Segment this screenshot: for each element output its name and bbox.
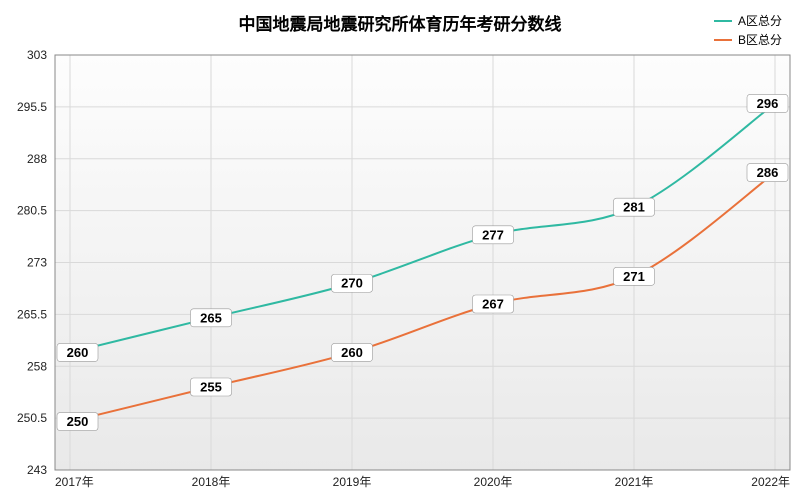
- x-tick-label: 2022年: [751, 475, 790, 489]
- data-label: 265: [200, 310, 222, 325]
- chart-container: 中国地震局地震研究所体育历年考研分数线 A区总分 B区总分 243250.525…: [0, 0, 800, 500]
- y-tick-label: 288: [27, 152, 47, 166]
- data-label: 271: [623, 269, 645, 284]
- data-label: 296: [757, 96, 779, 111]
- y-tick-label: 273: [27, 256, 47, 270]
- data-label: 260: [67, 345, 89, 360]
- data-label: 250: [67, 414, 89, 429]
- x-tick-label: 2021年: [615, 475, 654, 489]
- data-label: 270: [341, 276, 363, 291]
- data-label: 267: [482, 296, 504, 311]
- x-tick-label: 2019年: [333, 475, 372, 489]
- x-tick-label: 2017年: [55, 475, 94, 489]
- data-label: 260: [341, 345, 363, 360]
- data-label: 277: [482, 227, 504, 242]
- y-tick-label: 243: [27, 463, 47, 477]
- data-label: 286: [757, 165, 779, 180]
- x-tick-label: 2020年: [474, 475, 513, 489]
- data-label: 281: [623, 200, 645, 215]
- y-tick-label: 303: [27, 48, 47, 62]
- data-label: 255: [200, 379, 222, 394]
- y-tick-label: 295.5: [17, 100, 47, 114]
- chart-svg: 243 250.5 258 265.5 273 280.5 288 295.5 303 2017年…: [0, 0, 800, 500]
- y-tick-label: 265.5: [17, 307, 47, 321]
- y-tick-label: 250.5: [17, 411, 47, 425]
- x-tick-label: 2018年: [192, 475, 231, 489]
- y-tick-label: 280.5: [17, 204, 47, 218]
- y-tick-label: 258: [27, 359, 47, 373]
